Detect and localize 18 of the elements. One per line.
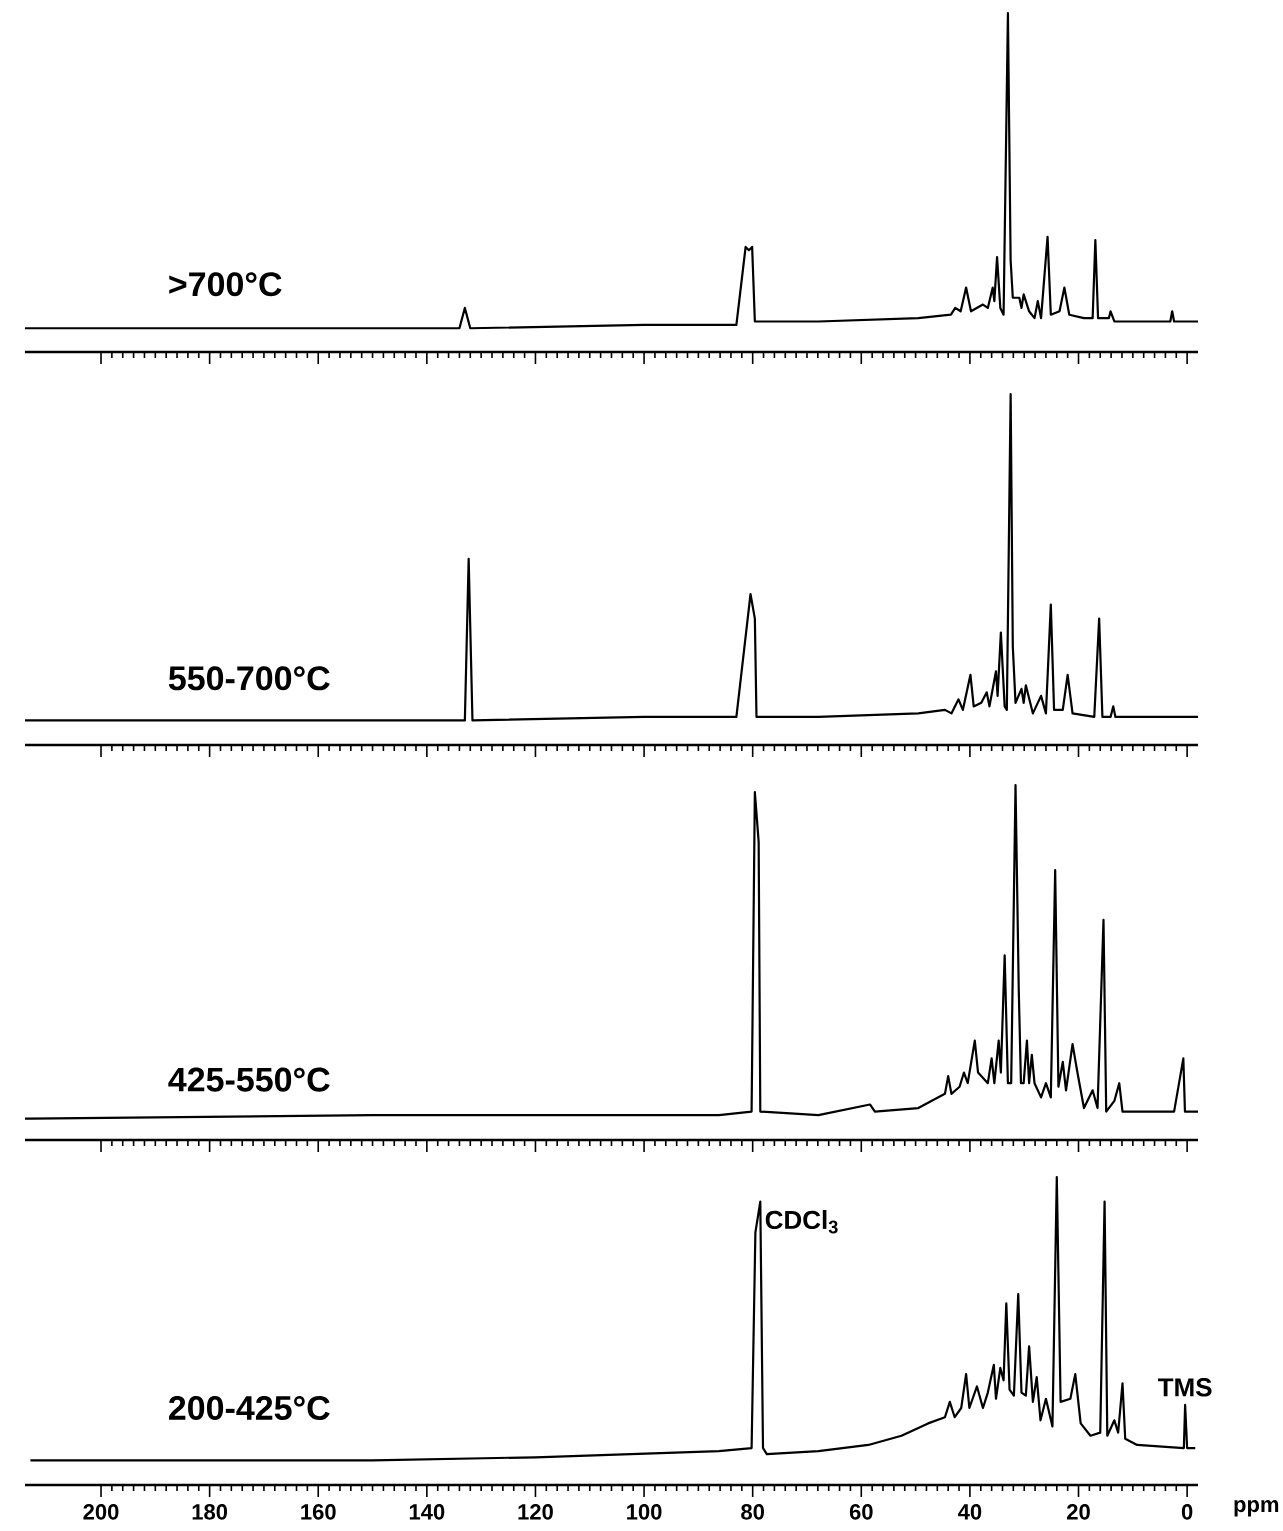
x-axis-title: ppm (1234, 1500, 1279, 1517)
x-tick-label: 0 (1181, 1504, 1193, 1520)
x-tick-label: 140 (409, 1504, 445, 1520)
text: 550-700°C (168, 666, 330, 691)
annotation: CDCl$_{3}$ (765, 1210, 838, 1234)
text: 425-550°C (168, 1067, 330, 1092)
x-tick-label: 20 (1067, 1504, 1090, 1520)
text: >700°C (169, 272, 282, 297)
x-tick-label: 120 (518, 1504, 553, 1520)
x-tick-label: 200 (83, 1504, 119, 1520)
x-tick-label: 80 (741, 1504, 764, 1520)
x-tick-label: 160 (301, 1504, 336, 1520)
x-tick-label: 60 (849, 1504, 873, 1520)
x-tick-label: 180 (192, 1504, 228, 1520)
x-tick-label: 40 (958, 1504, 982, 1520)
text: 200-425°C (169, 1395, 330, 1421)
annotation: TMS (1157, 1378, 1212, 1397)
x-tick-label: 100 (627, 1504, 662, 1520)
